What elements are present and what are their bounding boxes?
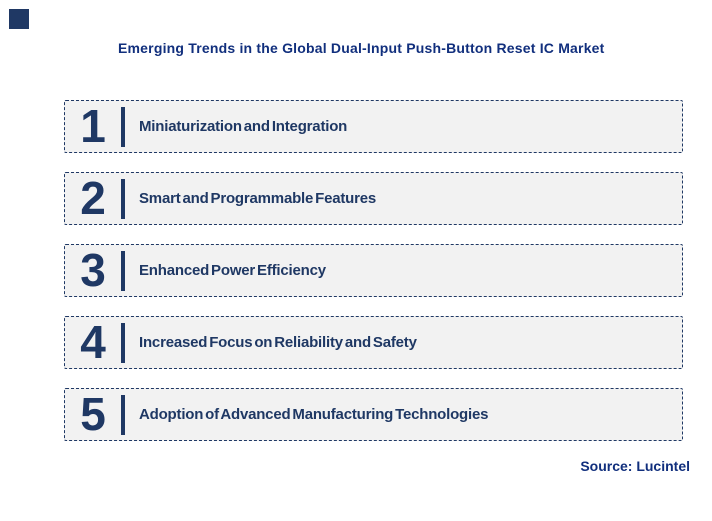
trend-number: 5: [80, 388, 106, 440]
trend-row-5: 5 Adoption of Advanced Manufacturing Tec…: [64, 388, 683, 441]
trend-row-2: 2 Smart and Programmable Features: [64, 172, 683, 225]
trend-label: Smart and Programmable Features: [139, 190, 377, 207]
trend-label: Enhanced Power Efficiency: [139, 262, 326, 279]
source-attribution: Source: Lucintel: [580, 458, 690, 474]
vertical-divider-bar: [121, 394, 125, 435]
trend-label: Miniaturization and Integration: [139, 118, 348, 135]
trend-number: 1: [80, 100, 106, 152]
trend-row-3: 3 Enhanced Power Efficiency: [64, 244, 683, 297]
vertical-divider-bar: [121, 250, 125, 291]
trend-number: 3: [80, 244, 106, 296]
trend-number: 4: [80, 316, 106, 368]
vertical-divider-bar: [121, 178, 125, 219]
vertical-divider-bar: [121, 106, 125, 147]
trend-number: 2: [80, 172, 106, 224]
page-title: Emerging Trends in the Global Dual-Input…: [118, 40, 605, 56]
trend-list: 1 Miniaturization and Integration 2 Smar…: [64, 100, 683, 460]
trend-row-1: 1 Miniaturization and Integration: [64, 100, 683, 153]
trend-label: Adoption of Advanced Manufacturing Techn…: [139, 406, 489, 423]
vertical-divider-bar: [121, 322, 125, 363]
corner-accent-square: [9, 9, 29, 29]
trend-label: Increased Focus on Reliability and Safet…: [139, 334, 417, 351]
trend-row-4: 4 Increased Focus on Reliability and Saf…: [64, 316, 683, 369]
